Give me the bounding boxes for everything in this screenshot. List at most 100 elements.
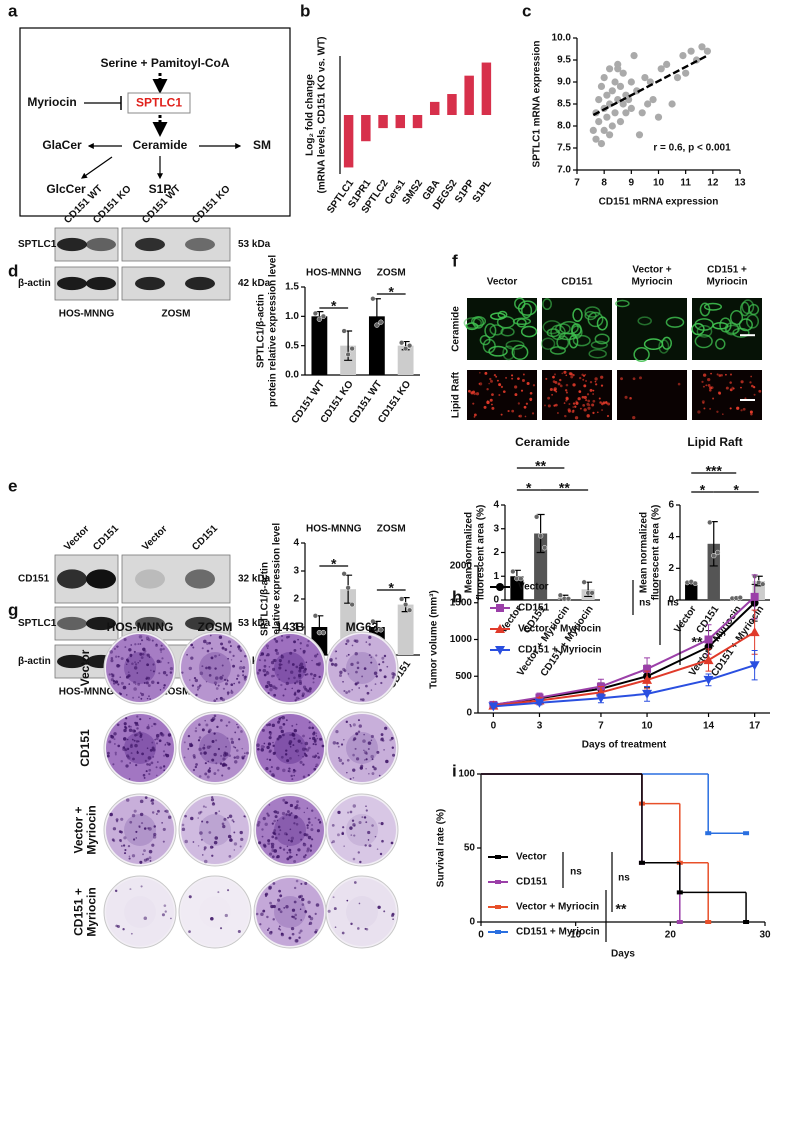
- colony: [314, 654, 318, 658]
- colony: [341, 831, 344, 834]
- colony: [365, 809, 368, 812]
- colony: [350, 922, 353, 926]
- colony: [273, 658, 277, 663]
- colony: [266, 723, 269, 727]
- colony: [331, 823, 335, 827]
- raft-stain: [712, 397, 715, 400]
- raft-stain: [605, 402, 608, 405]
- colony: [230, 659, 233, 661]
- colony: [133, 650, 136, 653]
- raft-stain: [498, 383, 502, 387]
- plate: [325, 631, 399, 705]
- colony: [160, 644, 163, 647]
- colony: [368, 772, 370, 775]
- data-point: [616, 82, 625, 90]
- raft-stain: [473, 415, 476, 418]
- raft-stain: [740, 409, 743, 412]
- data-point: [749, 661, 760, 671]
- colony: [123, 728, 127, 733]
- data-point: [349, 345, 355, 352]
- colony: [269, 749, 272, 753]
- column-label: CD151: [561, 277, 593, 288]
- blot-band: [135, 276, 165, 291]
- colony: [124, 848, 127, 852]
- colony: [116, 663, 120, 668]
- colony: [151, 801, 155, 805]
- colony: [218, 654, 221, 657]
- colony: [280, 729, 284, 734]
- colony: [204, 772, 208, 776]
- censor-mark: [743, 920, 750, 924]
- colony: [147, 724, 150, 726]
- colony: [239, 649, 243, 653]
- y-tick-label: 7.0: [557, 165, 571, 176]
- colony: [349, 777, 352, 780]
- colony: [256, 823, 260, 827]
- colony: [303, 752, 307, 755]
- bar: [464, 75, 474, 115]
- colony: [263, 844, 267, 848]
- data-point: [603, 113, 611, 121]
- colony: [221, 646, 225, 650]
- y-tick-label: 1: [493, 571, 499, 582]
- micrograph-background: [617, 298, 687, 360]
- colony: [146, 697, 149, 700]
- colony: [263, 742, 266, 745]
- cell-stain: [558, 332, 577, 341]
- raft-stain: [489, 398, 493, 402]
- raft-stain: [709, 386, 713, 390]
- colony: [127, 844, 131, 848]
- colony: [111, 838, 115, 842]
- raft-stain: [752, 386, 756, 389]
- blot-band: [57, 569, 87, 589]
- raft-stain: [744, 397, 747, 400]
- colony: [272, 674, 276, 678]
- colony: [204, 762, 207, 765]
- colony: [114, 743, 116, 745]
- x-tick-label: 8: [601, 178, 607, 189]
- colony: [304, 673, 307, 676]
- colony: [197, 685, 201, 690]
- colony: [225, 682, 228, 686]
- protein-label: β-actin: [18, 278, 51, 289]
- x-tick-label: 9: [629, 178, 635, 189]
- colony: [129, 888, 132, 891]
- raft-stain: [565, 391, 569, 394]
- row-label: Myriocin: [85, 887, 99, 936]
- raft-stain: [585, 380, 588, 382]
- colony: [315, 763, 319, 767]
- colony: [138, 696, 140, 698]
- colony: [146, 857, 149, 861]
- colony: [300, 919, 302, 921]
- y-tick-label: 0: [493, 595, 499, 606]
- raft-stain: [502, 390, 506, 394]
- colony: [155, 766, 158, 769]
- censor-mark: [705, 920, 712, 924]
- colony: [257, 820, 261, 824]
- group-label: ZOSM: [377, 268, 406, 279]
- plate: [325, 875, 399, 949]
- colony: [146, 747, 149, 750]
- raft-stain: [565, 374, 568, 377]
- raft-stain: [518, 415, 521, 418]
- colony: [367, 741, 372, 745]
- colony: [280, 654, 283, 657]
- colony: [208, 831, 212, 834]
- legend-symbol: [495, 624, 505, 633]
- colony: [127, 671, 130, 674]
- colony: [221, 664, 224, 667]
- lane-label: CD151: [190, 523, 220, 553]
- colony: [314, 743, 317, 746]
- colony: [316, 653, 319, 656]
- micrograph-background: [467, 370, 537, 420]
- colony: [126, 754, 130, 758]
- colony: [197, 817, 199, 819]
- colony: [307, 746, 311, 750]
- raft-stain: [592, 411, 595, 415]
- colony: [308, 821, 311, 824]
- raft-stain: [722, 413, 724, 415]
- colony: [109, 650, 113, 654]
- annotation: r = 0.6, p < 0.001: [653, 143, 731, 154]
- colony: [307, 773, 310, 777]
- colony: [365, 752, 368, 755]
